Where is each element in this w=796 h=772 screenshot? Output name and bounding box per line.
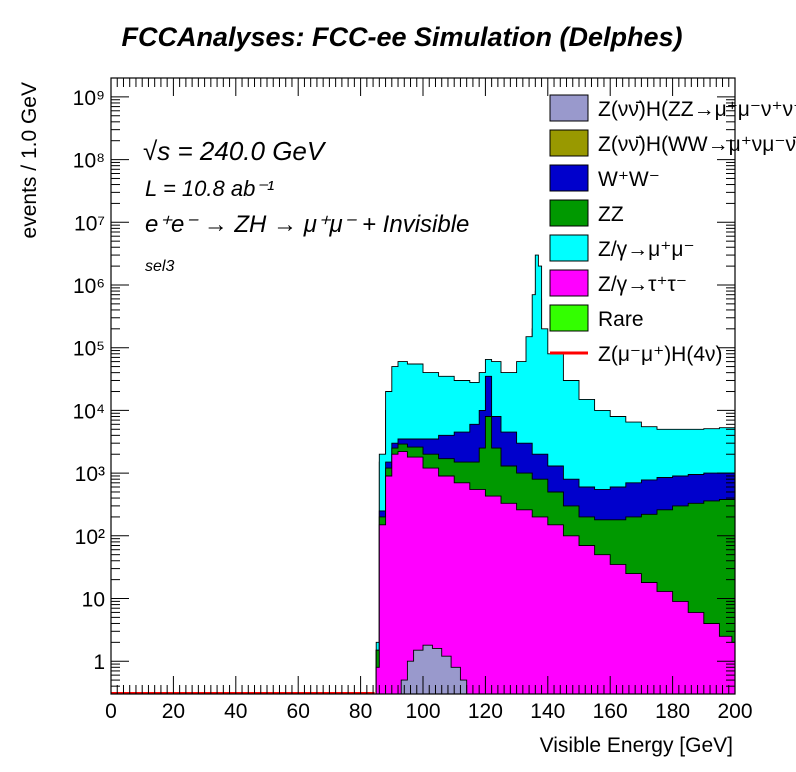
y-tick-label: 1	[93, 651, 105, 674]
x-tick-label: 100	[405, 700, 440, 723]
legend-label: Z(μ⁻μ⁺)H(4ν)	[598, 343, 723, 366]
y-tick-label: 10⁵	[73, 338, 105, 361]
x-tick-label: 140	[530, 700, 565, 723]
legend: Z(νν̄)H(ZZ→μ⁺μ⁻ν⁺ν⁻) Z(νν̄)H(WW→μ⁺νμ⁻ν̄) W…	[549, 94, 796, 366]
x-tick-label: 60	[287, 700, 310, 723]
legend-swatch	[549, 94, 589, 122]
legend-label: Z(νν̄)H(WW→μ⁺νμ⁻ν̄)	[598, 133, 796, 156]
x-tick-label: 0	[105, 700, 117, 723]
series-area-0	[373, 451, 736, 695]
x-tick-label: 200	[717, 700, 752, 723]
legend-swatch	[549, 269, 589, 297]
y-axis-label: events / 1.0 GeV	[18, 82, 41, 238]
chart-title: FCCAnalyses: FCC-ee Simulation (Delphes)	[121, 22, 682, 52]
legend-swatch	[549, 164, 589, 192]
legend-label: ZZ	[598, 203, 624, 226]
annotation-lumi: L = 10.8 ab⁻¹	[145, 176, 274, 201]
x-axis-label: Visible Energy [GeV]	[540, 734, 733, 757]
y-tick-label: 10²	[75, 526, 105, 549]
x-tick-label: 120	[468, 700, 503, 723]
y-tick-label: 10⁴	[73, 400, 105, 423]
y-tick-label: 10⁹	[73, 87, 105, 110]
legend-label: Z/γ→τ⁺τ⁻	[598, 273, 687, 296]
x-tick-label: 40	[224, 700, 247, 723]
x-tick-label: 180	[655, 700, 690, 723]
y-tick-label: 10⁷	[74, 212, 105, 235]
x-tick-label: 160	[593, 700, 628, 723]
legend-label: Z(νν̄)H(ZZ→μ⁺μ⁻ν⁺ν⁻)	[598, 98, 796, 121]
x-axis: 0 20 40 60 80 100 120 140 160 180 200	[105, 78, 753, 723]
y-tick-label: 10⁶	[73, 275, 105, 298]
annotation-process: e⁺e⁻ → ZH → μ⁺μ⁻ + Invisible	[145, 211, 469, 238]
legend-swatch	[549, 129, 589, 157]
y-tick-label: 10⁸	[73, 150, 105, 173]
legend-label: Rare	[598, 308, 644, 331]
y-axis: 1 10 10² 10³ 10⁴ 10⁵ 10⁶ 10⁷ 10⁸ 10⁹	[73, 77, 735, 695]
legend-label: W⁺W⁻	[598, 168, 660, 191]
annotation-sqrt-s: √s = 240.0 GeV	[143, 136, 327, 166]
legend-label: Z/γ→μ⁺μ⁻	[598, 238, 695, 261]
legend-swatch	[549, 304, 589, 332]
y-tick-label: 10	[82, 589, 105, 612]
legend-swatch	[549, 234, 589, 262]
x-tick-label: 20	[162, 700, 185, 723]
annotation-selection: sel3	[145, 258, 174, 275]
x-tick-label: 80	[349, 700, 372, 723]
series-area-5	[394, 644, 468, 695]
y-tick-label: 10³	[75, 463, 105, 486]
plot-area	[111, 254, 736, 695]
legend-swatch	[549, 199, 589, 227]
